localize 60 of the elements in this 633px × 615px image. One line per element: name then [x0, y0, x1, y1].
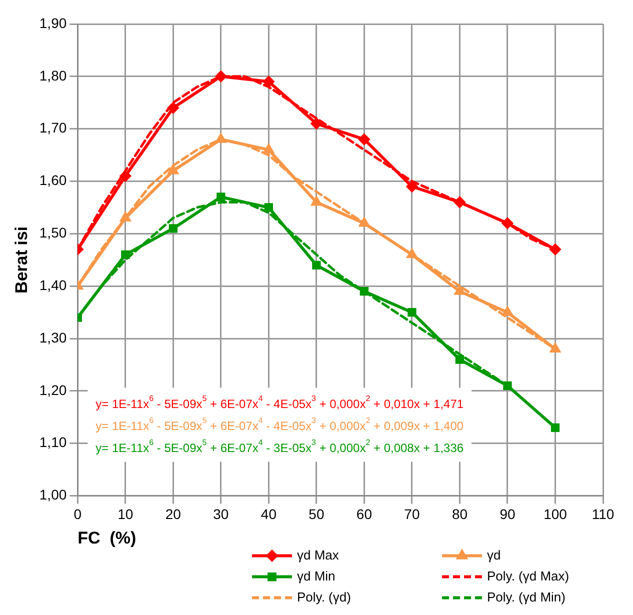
point: [502, 306, 512, 316]
x-tick-label: 60: [356, 506, 372, 522]
point: [360, 287, 369, 296]
point: [310, 118, 322, 130]
point: [312, 260, 321, 270]
point: [406, 181, 418, 192]
point: [550, 344, 560, 353]
point: [407, 249, 417, 258]
point: [503, 381, 512, 390]
point: [264, 144, 274, 154]
point: [359, 218, 370, 227]
x-tick-label: 50: [308, 506, 324, 522]
x-tick-label: 80: [452, 506, 468, 522]
legend-label: γd Max: [297, 547, 340, 562]
point: [311, 196, 322, 206]
y-tick-label: 1,40: [39, 276, 67, 293]
y-tick-label: 1,60: [39, 172, 67, 188]
x-tick-label: 20: [165, 506, 182, 522]
x-tick-label: 0: [74, 506, 82, 522]
point: [454, 196, 466, 208]
legend-label: γd Min: [297, 568, 336, 584]
x-axis-title: FC (%): [78, 528, 136, 548]
x-tick-label: 70: [404, 506, 420, 522]
x-tick-label: 90: [500, 506, 516, 522]
point: [502, 218, 513, 229]
y-tick-label: 1,50: [39, 224, 67, 241]
point: [120, 170, 131, 182]
point: [216, 192, 226, 202]
point: [455, 355, 464, 364]
legend-label: Poly. (γd Min): [487, 589, 566, 604]
x-tick-label: 40: [260, 506, 277, 522]
point: [168, 102, 179, 114]
point: [550, 244, 561, 255]
x-tick-label: 10: [118, 506, 134, 522]
point: [263, 76, 274, 88]
y-tick-label: 1,20: [39, 382, 67, 398]
point: [408, 308, 416, 317]
point: [550, 423, 560, 432]
x-tick-label: 30: [213, 506, 229, 522]
legend-label: Poly. (γd): [297, 589, 351, 604]
y-tick-label: 1,90: [39, 14, 67, 31]
legend-label: Poly. (γd Max): [487, 568, 570, 584]
y-tick-label: 1,00: [39, 486, 67, 503]
y-tick-label: 1,10: [39, 434, 67, 450]
point: [168, 224, 178, 233]
y-axis-title: Berat isi: [12, 226, 31, 294]
point: [215, 70, 226, 82]
y-tick-label: 1,80: [39, 67, 67, 84]
x-tick-label: 100: [544, 506, 568, 522]
point: [264, 203, 274, 212]
legend-label: γd: [487, 547, 501, 562]
point: [121, 250, 130, 259]
y-tick-label: 1,30: [39, 329, 67, 346]
y-tick-label: 1,70: [39, 120, 67, 136]
point: [120, 212, 130, 222]
point: [216, 134, 226, 143]
x-tick-label: 110: [592, 506, 614, 522]
point: [454, 286, 465, 295]
point: [358, 134, 370, 145]
point: [168, 165, 178, 174]
